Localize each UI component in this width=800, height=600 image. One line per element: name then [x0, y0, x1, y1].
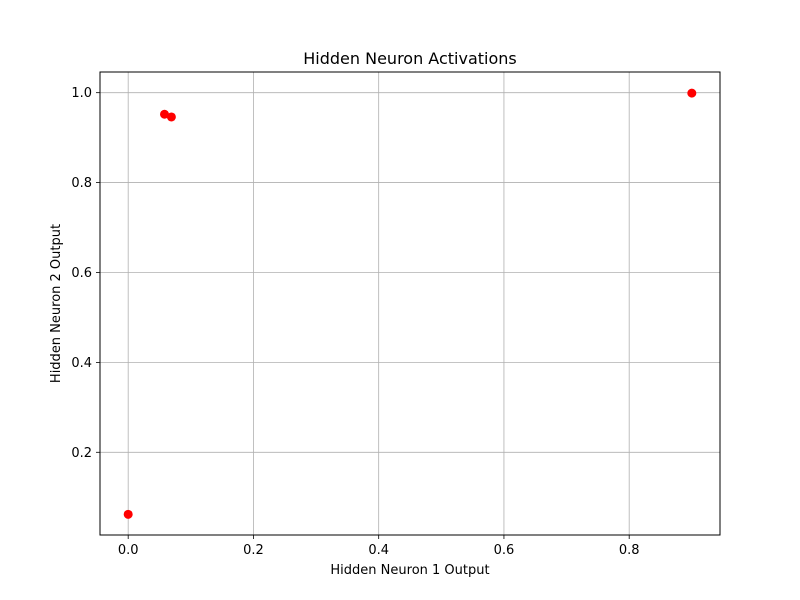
y-tick-label: 0.8: [71, 176, 92, 191]
x-tick-label: 0.4: [368, 543, 389, 558]
data-points: [123, 88, 697, 519]
x-tick-label: 0.0: [118, 543, 139, 558]
y-tick-label: 0.2: [71, 446, 92, 461]
grid-lines: [100, 72, 720, 535]
y-tick-label: 1.0: [71, 86, 92, 101]
y-tick-label: 0.6: [71, 266, 92, 281]
x-tick-label: 0.2: [243, 543, 264, 558]
chart-title: Hidden Neuron Activations: [303, 49, 517, 68]
y-axis-label: Hidden Neuron 2 Output: [49, 224, 64, 383]
plot-area-frame: [99, 71, 721, 536]
scatter-point: [160, 109, 170, 119]
axis-ticks: 0.0 0.2 0.4 0.6 0.8 0.2 0.4 0.6 0.8 1.0: [71, 86, 639, 558]
x-axis-label: Hidden Neuron 1 Output: [330, 563, 489, 578]
x-tick-label: 0.6: [494, 543, 515, 558]
x-tick-label: 0.8: [619, 543, 640, 558]
scatter-point: [166, 112, 176, 122]
scatter-point: [123, 509, 133, 519]
y-tick-label: 0.4: [71, 356, 92, 371]
scatter-point: [687, 88, 697, 98]
